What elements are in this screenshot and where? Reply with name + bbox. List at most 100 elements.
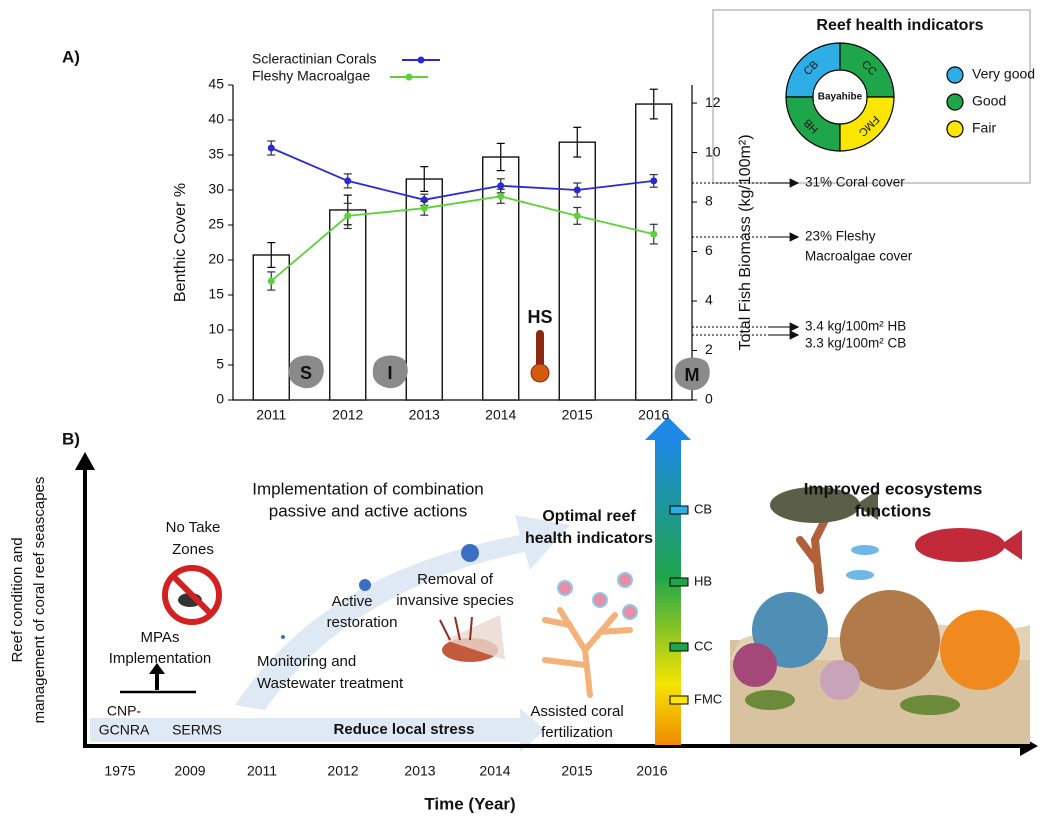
y-axis-arrow	[75, 452, 95, 470]
x-tick-label: 2013	[404, 763, 435, 779]
event-label: I	[387, 363, 392, 383]
bar	[329, 209, 367, 401]
label: Optimal reef	[542, 508, 636, 525]
label: No Take	[166, 519, 221, 536]
event-label: S	[300, 363, 312, 383]
series-point	[420, 204, 428, 212]
y2-tick-label: 8	[705, 193, 713, 209]
label: SERMS	[172, 722, 222, 738]
legend-swatch	[946, 93, 964, 111]
error-bar	[649, 88, 658, 120]
error-bar	[267, 242, 276, 268]
y-tick-label: 45	[208, 76, 224, 92]
y2-axis-title: Total Fish Biomass (kg/100m²)	[737, 134, 754, 350]
error-bar	[496, 142, 505, 172]
y-tick-label: 20	[208, 251, 224, 267]
legend-label: Good	[972, 93, 1006, 109]
inset-title: Reef health indicators	[816, 17, 983, 34]
bar	[405, 178, 443, 401]
y-axis-title: Benthic Cover %	[172, 183, 189, 302]
x-tick-label: 2012	[327, 763, 358, 779]
step-dot	[461, 544, 479, 562]
label: CC	[694, 638, 713, 653]
series-line	[270, 147, 654, 201]
label: Zones	[172, 541, 214, 558]
indicator-segment	[785, 96, 841, 152]
x-tick-label: 2014	[479, 763, 510, 779]
thermometer	[536, 330, 544, 370]
indicator-segment	[839, 96, 895, 152]
x-tick-label: 2016	[638, 407, 669, 423]
y2-tick-label: 10	[705, 143, 721, 159]
y2-tick-label: 6	[705, 242, 713, 258]
x-axis-title: Time (Year)	[424, 794, 515, 813]
series-point	[344, 212, 352, 220]
bar	[635, 103, 673, 401]
y2-tick-label: 0	[705, 391, 713, 407]
series-point	[573, 186, 581, 194]
event-label: HS	[527, 307, 552, 327]
legend-label: Fleshy Macroalgae	[252, 68, 370, 84]
label: Wastewater treatment	[257, 675, 404, 692]
storm-icon	[372, 355, 408, 389]
x-tick-label: 2009	[174, 763, 205, 779]
y2-tick-label: 2	[705, 341, 713, 357]
indicator-marker	[669, 695, 689, 705]
indicator-arrow	[645, 417, 691, 440]
label: GCNRA	[99, 722, 150, 738]
label: CB	[694, 501, 712, 516]
reef-scene	[730, 487, 1030, 744]
indicator-marker	[669, 642, 689, 652]
annotation-arrows	[692, 178, 800, 340]
stress-arrow	[90, 708, 545, 752]
inset-frame	[712, 9, 1031, 184]
label: Implementation	[109, 650, 212, 667]
error-bar	[420, 166, 429, 193]
storm-icon	[288, 355, 324, 389]
label: health indicators	[525, 530, 653, 547]
coral-eggs	[557, 572, 638, 620]
y-tick-label: 5	[216, 356, 224, 372]
y-tick-label: 10	[208, 321, 224, 337]
error-bar	[573, 126, 582, 158]
legend-swatch	[946, 120, 964, 138]
annotation: 3.3 kg/100m² CB	[805, 336, 906, 351]
label: Assisted coral	[530, 703, 623, 720]
label: invansive species	[396, 592, 514, 609]
label: Removal of	[417, 571, 494, 588]
label: Monitoring and	[257, 653, 356, 670]
event-label: M	[685, 365, 700, 385]
x-tick-label: 2011	[256, 407, 286, 423]
series-point	[497, 182, 505, 190]
y-tick-label: 15	[208, 286, 224, 302]
label: Reduce local stress	[334, 721, 475, 738]
x-tick-label: 1975	[104, 763, 135, 779]
mpa-arrow	[149, 663, 165, 674]
label: Improved ecosystems	[804, 479, 983, 498]
y-tick-label: 0	[216, 391, 224, 407]
y-tick-label: 25	[208, 216, 224, 232]
series-point	[267, 277, 275, 285]
indicator-marker	[669, 577, 689, 587]
no-entry-icon	[162, 565, 222, 625]
thermometer-bulb	[530, 363, 550, 383]
coral-branch	[542, 607, 633, 698]
step-dot	[281, 635, 285, 639]
actions-arrow	[235, 515, 570, 710]
panel-label: A)	[62, 47, 80, 66]
label: functions	[855, 501, 932, 520]
legend-swatch	[405, 73, 413, 81]
center-box	[814, 90, 866, 104]
y-axis-title: Reef condition and	[9, 537, 26, 662]
legend-label: Very good	[972, 66, 1035, 82]
x-tick-label: 2016	[636, 763, 667, 779]
label: CNP-	[107, 703, 142, 719]
legend-swatch	[417, 56, 425, 64]
series-point	[650, 230, 658, 238]
label: fertilization	[541, 724, 613, 741]
label: FMC	[694, 691, 722, 706]
annotation: 31% Coral cover	[805, 175, 905, 190]
series-point	[497, 192, 505, 200]
label: Active	[332, 593, 373, 610]
x-tick-label: 2015	[562, 407, 593, 423]
